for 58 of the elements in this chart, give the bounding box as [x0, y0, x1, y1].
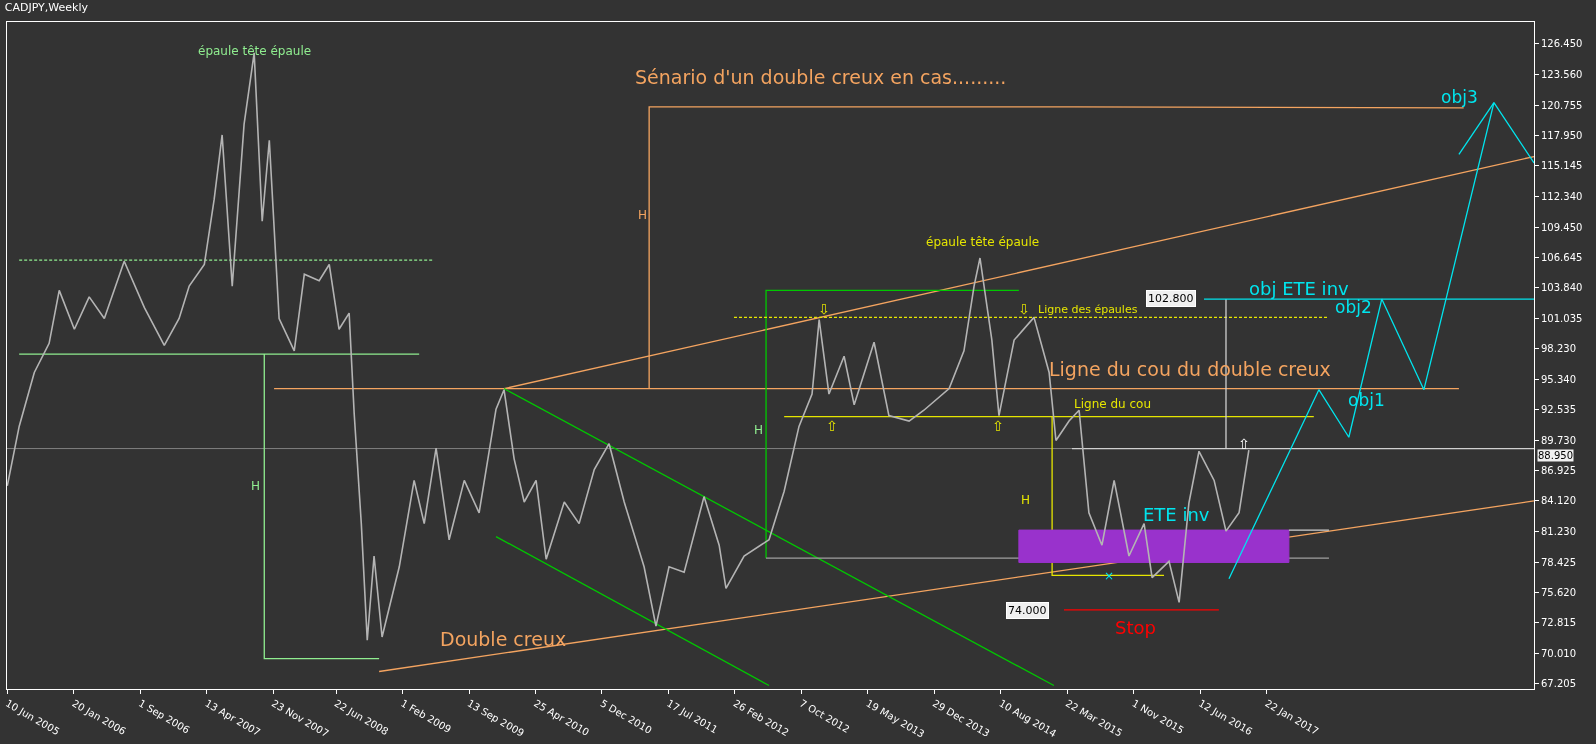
annotation: ⇩ [818, 301, 830, 317]
x-tick-label: 1 Nov 2015 [1130, 697, 1186, 736]
x-tick-label: 13 Apr 2007 [203, 697, 263, 738]
annotation: épaule tête épaule [926, 235, 1040, 249]
y-tick-label: 115.145 [1541, 160, 1583, 172]
y-tick-label: 103.840 [1541, 282, 1583, 294]
ref-line-label: 88.950 [1538, 450, 1573, 461]
annotation: obj ETE inv [1249, 278, 1350, 299]
annotation: Double creux [440, 628, 567, 650]
annotation: Ligne des épaules [1038, 303, 1138, 316]
annotation: ⇧ [826, 418, 838, 434]
annotation: Ligne du cou du double creux [1049, 358, 1331, 380]
annotation: H [251, 479, 261, 493]
x-tick-label: 5 Dec 2010 [598, 697, 654, 736]
y-tick-label: 70.010 [1541, 647, 1576, 659]
y-tick-label: 86.925 [1541, 464, 1576, 476]
y-tick-label: 117.950 [1541, 129, 1583, 141]
y-tick-label: 109.450 [1541, 221, 1583, 233]
annotation: Sénario d'un double creux en cas......... [635, 66, 1007, 88]
annotation: H [754, 423, 764, 437]
y-tick-label: 67.205 [1541, 677, 1576, 689]
y-tick-label: 95.340 [1541, 374, 1576, 386]
annotation: ⇧ [1238, 436, 1250, 452]
x-tick-label: 1 Feb 2009 [399, 697, 453, 735]
y-tick-label: 120.755 [1541, 99, 1583, 111]
y-tick-label: 72.815 [1541, 617, 1576, 629]
x-tick-label: 25 Apr 2010 [531, 697, 592, 738]
annotation: 74.000 [1008, 604, 1047, 617]
x-tick-label: 22 Jan 2017 [1263, 697, 1321, 738]
y-tick-label: 126.450 [1541, 38, 1583, 50]
annotation: H [1021, 493, 1031, 507]
annotation: épaule tête épaule [198, 44, 312, 58]
y-tick-label: 112.340 [1541, 190, 1583, 202]
x-tick-label: 29 Dec 2013 [930, 697, 992, 740]
y-tick-label: 98.230 [1541, 342, 1576, 354]
annotation: 102.800 [1148, 292, 1194, 305]
y-tick-label: 101.035 [1541, 312, 1583, 324]
y-tick-label: 84.120 [1541, 495, 1576, 507]
x-tick-label: 20 Jan 2006 [70, 697, 128, 738]
y-tick-label: 81.230 [1541, 526, 1576, 538]
y-tick-label: 75.620 [1541, 586, 1576, 598]
y-tick-label: 92.535 [1541, 404, 1576, 416]
annotation: Ligne du cou [1074, 397, 1152, 411]
annotation: ⇩ [1018, 301, 1030, 317]
annotation: H [638, 208, 648, 222]
annotation: obj3 [1441, 87, 1478, 107]
chart-title: CADJPY,Weekly [4, 1, 89, 15]
x-tick-label: 13 Sep 2009 [465, 697, 526, 739]
x-tick-label: 22 Mar 2015 [1063, 697, 1125, 739]
x-tick-label: 19 May 2013 [864, 697, 927, 740]
y-tick-label: 78.425 [1541, 556, 1576, 568]
y-tick-label: 123.560 [1541, 69, 1583, 81]
y-tick-label: 89.730 [1541, 434, 1576, 446]
x-tick-label: 23 Nov 2007 [269, 697, 331, 740]
y-tick-label: 106.645 [1541, 252, 1583, 264]
annotation: Stop [1115, 617, 1156, 638]
annotation: ⇧ [992, 418, 1004, 434]
annotation: obj2 [1335, 297, 1372, 317]
